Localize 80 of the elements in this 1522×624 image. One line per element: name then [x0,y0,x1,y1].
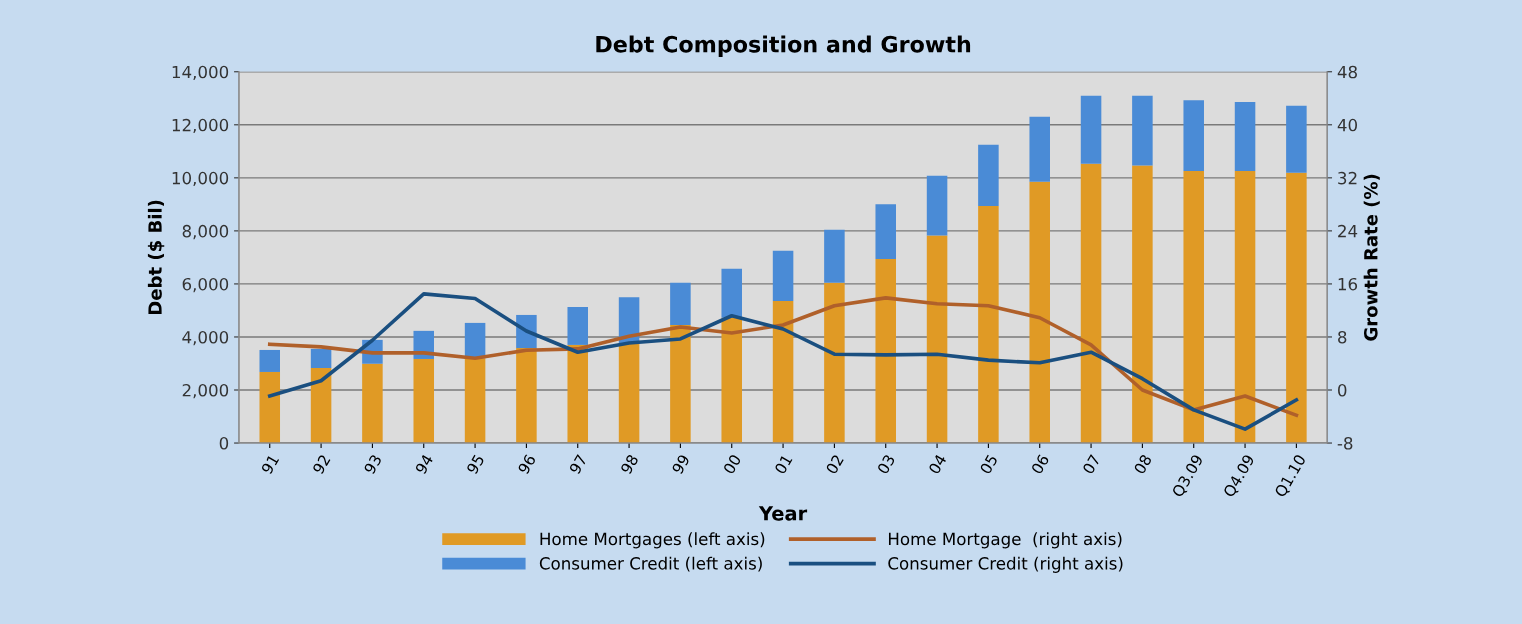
y2-tick-label: 40 [1337,118,1358,132]
y-tick-label: 14,000 [172,65,229,81]
bar [926,175,948,236]
x-tick-label: 93 [363,453,383,475]
x-tick-label: 02 [825,454,844,475]
bar [1183,100,1204,171]
y2-tick-label: -8 [1337,437,1353,450]
chart-title: Debt Composition and Growth [596,35,971,57]
bar [1029,116,1050,182]
x-axis-title: Year [758,506,808,521]
x-tick-label: 98 [620,453,639,475]
x-tick-label: 97 [568,454,588,475]
bar [1286,105,1307,173]
bar [259,371,281,444]
y2-tick-label: 8 [1338,330,1347,344]
bar [413,358,435,444]
bar [875,258,896,444]
x-tick-label: 03 [876,453,896,475]
x-tick-label: 07 [1082,454,1101,475]
y-tick-label: 6,000 [182,277,229,293]
bar [310,348,332,368]
bar [721,268,742,318]
bar [772,250,794,301]
bar [1080,95,1102,164]
y2-axis-title: Growth Rate (%) [1363,174,1380,341]
x-tick-label: 00 [722,453,742,475]
y-tick-label: 10,000 [172,171,229,187]
bar [1234,170,1256,444]
bar [464,358,486,444]
bar [464,322,486,359]
bar [978,205,999,444]
x-tick-label: 08 [1133,453,1153,475]
bar [926,235,948,444]
bar [1234,101,1256,171]
bar [362,363,383,444]
x-tick-label: 06 [1030,453,1050,475]
y-tick-label: 4,000 [182,330,229,346]
bar [1286,172,1307,444]
bar [721,317,742,444]
bar [978,144,999,206]
bar [670,325,691,444]
bar [772,300,794,444]
y-axis-title: Debt ($ Bil) [147,200,165,315]
bar [670,282,691,326]
x-tick-label: 99 [671,453,691,475]
x-tick-label: 95 [466,454,485,475]
bar [516,348,537,444]
y2-tick-label: 24 [1338,224,1358,238]
y2-tick-label: 16 [1338,277,1358,291]
bar [567,344,589,444]
bar [1132,165,1153,444]
x-tick-label: 04 [928,453,947,475]
x-tick-label: 96 [517,453,537,475]
legend-label: Home Mortgages (left axis) [540,532,765,549]
x-tick-label: 92 [312,454,331,475]
legend-label: Home Mortgage (right axis) [888,532,1122,549]
x-tick-label: 94 [414,453,434,475]
bar [618,343,640,444]
x-tick-label: 91 [260,454,280,475]
bar [875,204,896,259]
y2-tick-label: 0 [1338,383,1347,397]
bar [567,306,589,345]
y2-tick-label: 32 [1338,171,1357,185]
bar [1029,181,1050,444]
bar [824,282,845,444]
y-tick-label: 8,000 [182,224,229,240]
bar [310,367,332,444]
bar [824,229,845,283]
x-tick-label: 05 [979,454,998,475]
y2-tick-label: 48 [1337,65,1357,79]
legend-label: Consumer Credit (right axis) [888,556,1123,573]
bar [1183,170,1204,444]
y-tick-label: 0 [219,437,229,450]
bar [259,349,281,372]
x-tick-label: 01 [774,454,793,475]
legend-label: Consumer Credit (left axis) [539,556,762,572]
bar [1132,95,1153,166]
y-tick-label: 2,000 [182,383,229,399]
y-tick-label: 12,000 [172,118,229,134]
bar [1080,163,1102,444]
